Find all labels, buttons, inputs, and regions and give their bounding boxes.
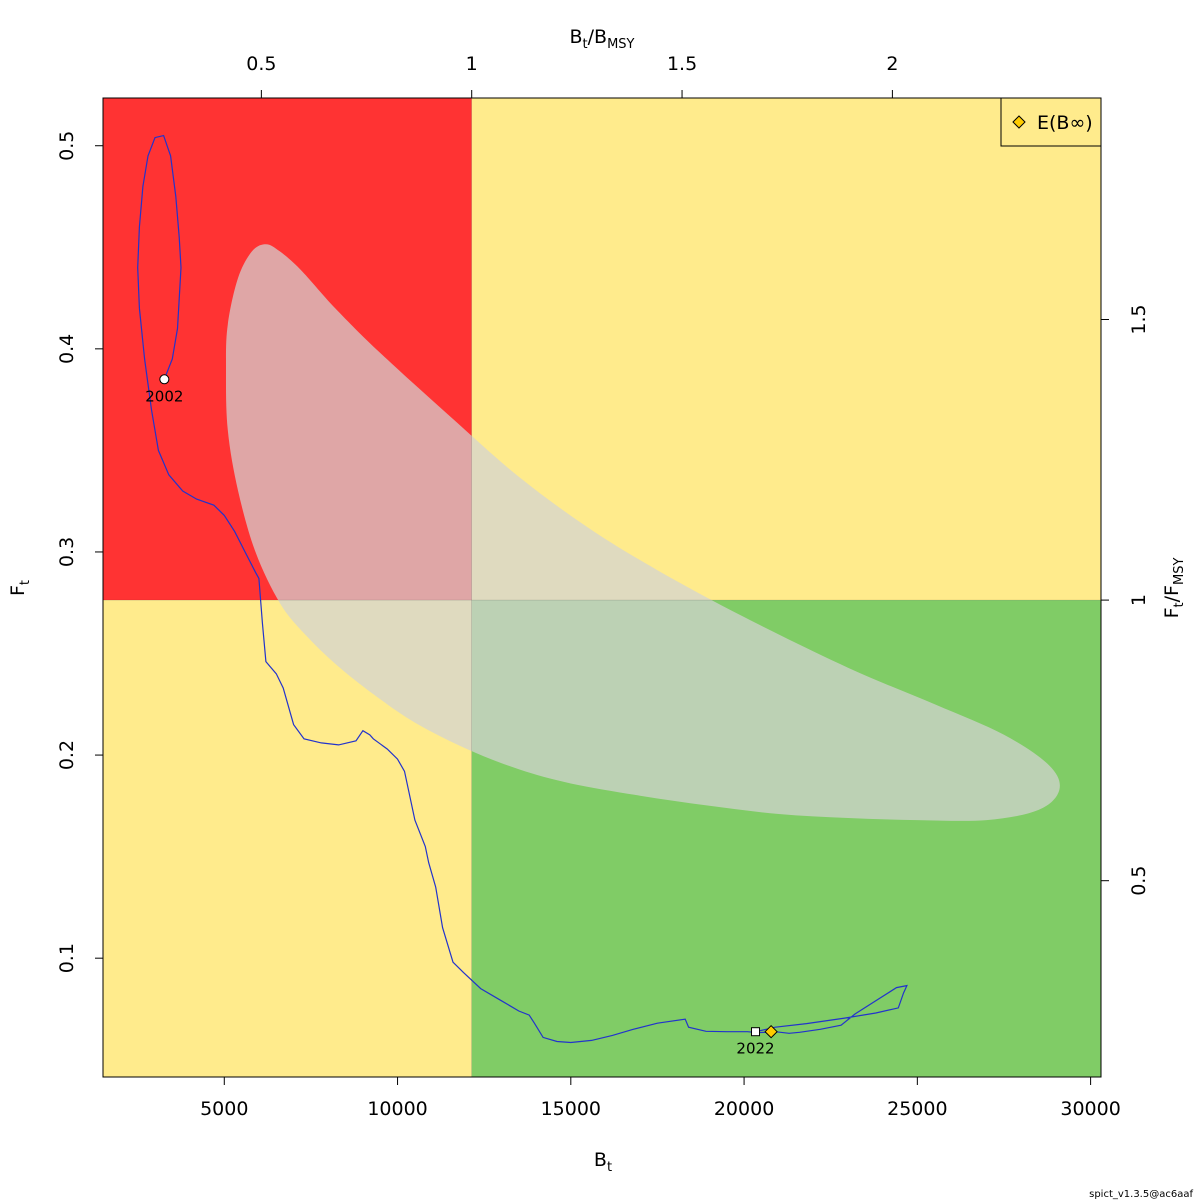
point-marker-circle (159, 374, 170, 385)
y-tick-label: 0.2 (56, 740, 78, 770)
top-axis-ticks: 0.5 1 1.5 2 (246, 53, 898, 98)
e-binf-diamond (764, 1025, 778, 1039)
point-label: 2022 (736, 1040, 774, 1058)
y-tick-label: 0.1 (56, 943, 78, 973)
right-tick-label: 0.5 (1128, 866, 1150, 896)
y-tick-label: 0.4 (56, 334, 78, 364)
legend: E(B∞) (1000, 97, 1102, 147)
y-axis-title: Ft (7, 580, 33, 596)
top-tick-label: 1 (466, 53, 478, 75)
x-tick-label: 5000 (200, 1098, 248, 1120)
top-axis-title: Bt/BMSY (569, 26, 634, 52)
x-axis-title: Bt (594, 1149, 612, 1175)
right-axis-title: Ft/FMSY (1161, 558, 1187, 619)
y-axis-ticks: 0.1 0.2 0.3 0.4 0.5 (56, 131, 103, 973)
quadrant-overfishing (471, 98, 1101, 601)
point-marker-square (751, 1027, 761, 1037)
plot-frame (102, 97, 1102, 1078)
point-label: 2002 (145, 387, 183, 405)
msy-reference-lines (103, 98, 1101, 1077)
legend-label: E(B∞) (1037, 112, 1093, 134)
x-tick-label: 20000 (714, 1098, 774, 1120)
x-tick-label: 15000 (541, 1098, 601, 1120)
top-tick-label: 0.5 (246, 53, 276, 75)
legend-diamond-icon (1012, 115, 1026, 129)
version-footer: spict_v1.3.5@ac6aaf (1089, 1189, 1193, 1200)
trajectory-line (137, 134, 908, 1044)
y-tick-label: 0.5 (56, 131, 78, 161)
right-tick-label: 1.5 (1128, 304, 1150, 334)
right-axis-ticks: 0.5 1 1.5 (1101, 304, 1150, 896)
x-tick-label: 10000 (367, 1098, 427, 1120)
y-tick-label: 0.3 (56, 537, 78, 567)
x-tick-label: 25000 (887, 1098, 947, 1120)
top-tick-label: 1.5 (667, 53, 697, 75)
confidence-region (225, 244, 1060, 821)
x-axis-ticks: 5000 10000 15000 20000 25000 30000 (200, 1077, 1121, 1120)
top-tick-label: 2 (886, 53, 898, 75)
right-tick-label: 1 (1128, 594, 1150, 606)
x-tick-label: 30000 (1060, 1098, 1120, 1120)
year-points: 2002 2022 (145, 374, 775, 1058)
